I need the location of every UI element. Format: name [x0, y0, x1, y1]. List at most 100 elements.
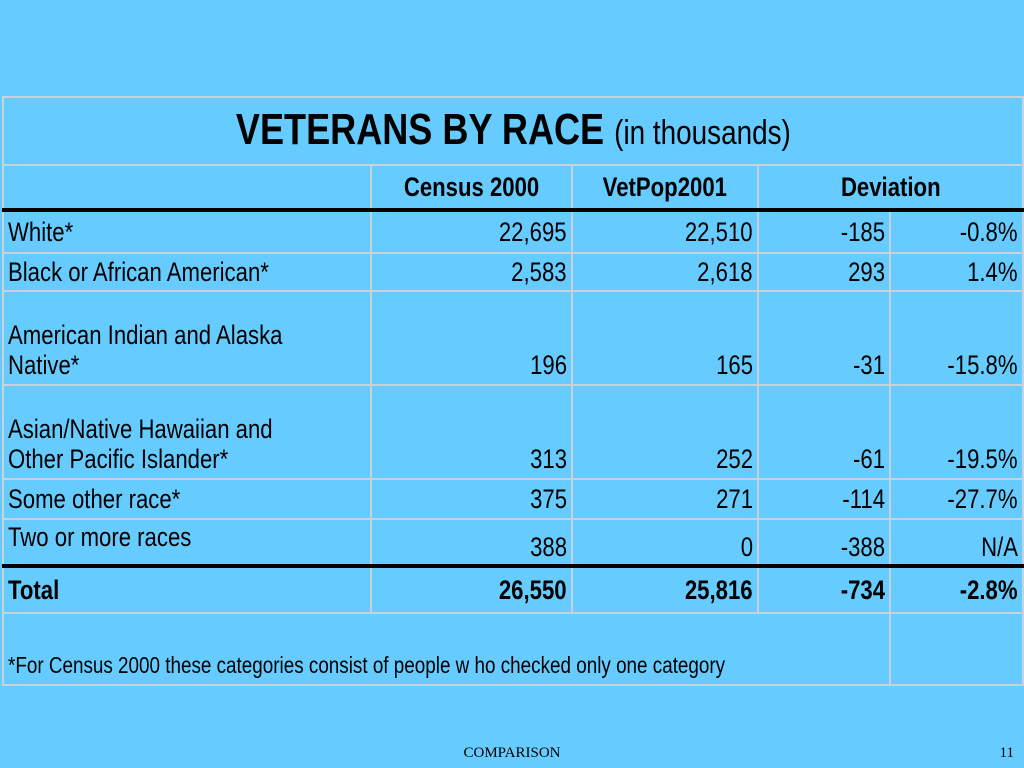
- table-subtitle: (in thousands): [614, 114, 791, 152]
- table-row: Some other race* 375 271 -114 -27.7%: [3, 479, 1023, 519]
- row-dev-value: -61: [853, 444, 885, 474]
- row-label: Some other race*: [3, 479, 371, 519]
- row-label-line2: Native*: [8, 350, 79, 380]
- footnote-row: *For Census 2000 these categories consis…: [3, 613, 1023, 685]
- header-deviation-label: Deviation: [841, 172, 941, 202]
- row-pct-value: -15.8%: [948, 350, 1018, 380]
- total-vetpop-value: 25,816: [685, 575, 753, 605]
- row-label-text: Black or African American*: [8, 257, 269, 287]
- footnote-text: *For Census 2000 these categories consis…: [8, 650, 725, 680]
- row-vetpop-value: 252: [716, 444, 753, 474]
- row-label-line1: Asian/Native Hawaiian and: [8, 414, 273, 444]
- row-vetpop-value: 165: [716, 350, 753, 380]
- row-dev: -388: [758, 519, 890, 566]
- row-census-value: 375: [530, 484, 567, 514]
- row-label: Two or more races: [3, 519, 371, 566]
- row-dev: -114: [758, 479, 890, 519]
- total-dev: -734: [758, 566, 890, 613]
- row-vetpop: 2,618: [572, 253, 758, 291]
- row-pct-value: 1.4%: [968, 257, 1018, 287]
- row-vetpop-value: 271: [716, 484, 753, 514]
- page-number: 11: [1000, 745, 1014, 762]
- row-vetpop-value: 2,618: [698, 257, 753, 287]
- table-row: White* 22,695 22,510 -185 -0.8%: [3, 210, 1023, 253]
- row-pct-value: -19.5%: [948, 444, 1018, 474]
- row-dev-value: -388: [841, 532, 885, 562]
- total-pct: -2.8%: [890, 566, 1023, 613]
- row-dev-value: 293: [848, 257, 885, 287]
- row-pct: 1.4%: [890, 253, 1023, 291]
- table-title: VETERANS BY RACE: [236, 105, 604, 154]
- total-dev-value: -734: [841, 575, 885, 605]
- row-dev-value: -114: [842, 484, 885, 514]
- table-row: Two or more races 388 0 -388 N/A: [3, 519, 1023, 566]
- row-pct: -19.5%: [890, 385, 1023, 479]
- row-census-value: 388: [530, 532, 567, 562]
- veterans-table: VETERANS BY RACE (in thousands) Census 2…: [2, 96, 1024, 686]
- row-vetpop: 271: [572, 479, 758, 519]
- row-vetpop: 0: [572, 519, 758, 566]
- row-dev: -61: [758, 385, 890, 479]
- row-pct: -27.7%: [890, 479, 1023, 519]
- row-pct: N/A: [890, 519, 1023, 566]
- row-vetpop-value: 0: [741, 532, 753, 562]
- total-vetpop: 25,816: [572, 566, 758, 613]
- row-label-line1: American Indian and Alaska: [8, 320, 282, 350]
- row-census-value: 22,695: [499, 217, 567, 247]
- row-census: 22,695: [371, 210, 572, 253]
- row-census-value: 313: [530, 444, 567, 474]
- table-row: Black or African American* 2,583 2,618 2…: [3, 253, 1023, 291]
- row-vetpop-value: 22,510: [685, 217, 753, 247]
- header-empty: [3, 165, 371, 210]
- row-label-text: Some other race*: [8, 484, 180, 514]
- row-pct: -0.8%: [890, 210, 1023, 253]
- row-pct-value: N/A: [981, 532, 1018, 562]
- total-census: 26,550: [371, 566, 572, 613]
- total-label: Total: [3, 566, 371, 613]
- row-census: 2,583: [371, 253, 572, 291]
- total-pct-value: -2.8%: [960, 575, 1018, 605]
- row-label-line2: Other Pacific Islander*: [8, 444, 228, 474]
- total-census-value: 26,550: [499, 575, 567, 605]
- total-label-text: Total: [8, 575, 59, 605]
- row-pct-value: -27.7%: [948, 484, 1018, 514]
- header-vetpop-label: VetPop2001: [603, 172, 727, 202]
- footer-section-label: COMPARISON: [0, 745, 1024, 762]
- row-census-value: 196: [530, 350, 567, 380]
- row-label: White*: [3, 210, 371, 253]
- row-vetpop: 22,510: [572, 210, 758, 253]
- row-dev: -31: [758, 291, 890, 385]
- footnote-empty: [890, 613, 1023, 685]
- table-title-cell: VETERANS BY RACE (in thousands): [3, 97, 1023, 165]
- row-dev-value: -31: [853, 350, 885, 380]
- header-vetpop: VetPop2001: [572, 165, 758, 210]
- row-dev-value: -185: [841, 217, 885, 247]
- table-row: American Indian and Alaska Native* 196 1…: [3, 291, 1023, 385]
- row-census: 196: [371, 291, 572, 385]
- total-row: Total 26,550 25,816 -734 -2.8%: [3, 566, 1023, 613]
- row-label: Asian/Native Hawaiian and Other Pacific …: [3, 385, 371, 479]
- row-label: American Indian and Alaska Native*: [3, 291, 371, 385]
- row-pct: -15.8%: [890, 291, 1023, 385]
- table-title-row: VETERANS BY RACE (in thousands): [3, 97, 1023, 165]
- row-vetpop: 165: [572, 291, 758, 385]
- header-census: Census 2000: [371, 165, 572, 210]
- row-vetpop: 252: [572, 385, 758, 479]
- row-dev: 293: [758, 253, 890, 291]
- row-census: 313: [371, 385, 572, 479]
- row-label-text: Two or more races: [8, 522, 191, 552]
- table-row: Asian/Native Hawaiian and Other Pacific …: [3, 385, 1023, 479]
- header-census-label: Census 2000: [404, 172, 539, 202]
- title-wrap: VETERANS BY RACE (in thousands): [236, 105, 791, 158]
- row-census: 375: [371, 479, 572, 519]
- header-deviation: Deviation: [758, 165, 1023, 210]
- footnote-cell: *For Census 2000 these categories consis…: [3, 613, 890, 685]
- row-label: Black or African American*: [3, 253, 371, 291]
- row-pct-value: -0.8%: [960, 217, 1018, 247]
- row-label-text: White*: [8, 217, 73, 247]
- header-row: Census 2000 VetPop2001 Deviation: [3, 165, 1023, 210]
- row-dev: -185: [758, 210, 890, 253]
- row-census: 388: [371, 519, 572, 566]
- row-census-value: 2,583: [512, 257, 567, 287]
